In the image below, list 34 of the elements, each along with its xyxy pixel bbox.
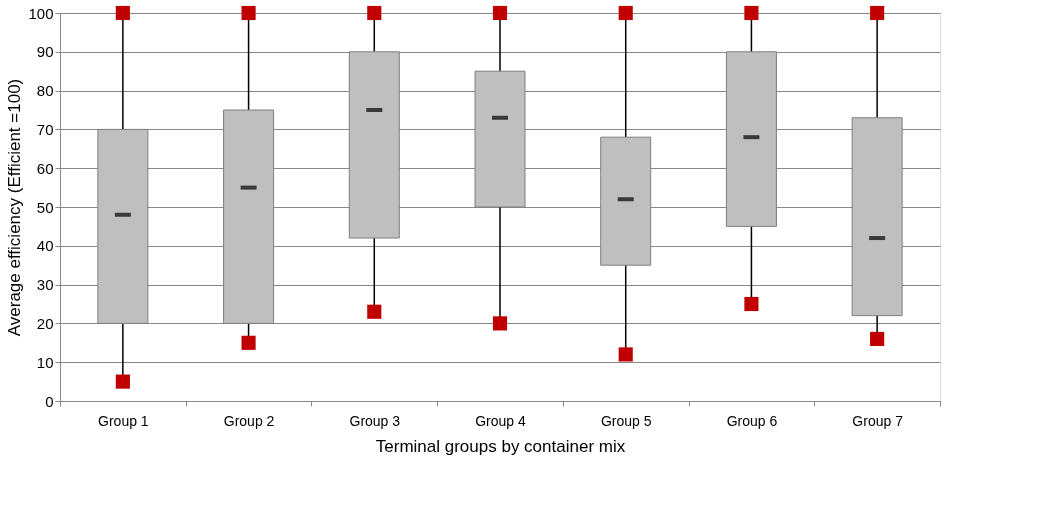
- y-tick-label: 10: [36, 353, 54, 371]
- x-tick-label: Group 3: [349, 412, 401, 429]
- point: [618, 347, 633, 362]
- y-tick-label: 90: [36, 43, 54, 61]
- x-tick-label: Group 6: [726, 412, 778, 429]
- x-tick-label: Group 1: [98, 412, 149, 429]
- x-tick-label: Group 5: [600, 412, 652, 429]
- point: [367, 304, 382, 319]
- y-tick-label: 100: [28, 4, 54, 22]
- x-axis-title: Terminal groups by container mix: [375, 436, 626, 456]
- y-tick-label: 60: [36, 159, 54, 177]
- x-tick-label: Group 2: [223, 412, 275, 429]
- point: [241, 5, 256, 21]
- point: [618, 5, 633, 21]
- point: [870, 331, 885, 346]
- point: [241, 335, 256, 350]
- point: [492, 5, 508, 21]
- point: [492, 316, 508, 331]
- y-tick-label: 70: [36, 120, 54, 138]
- y-tick-label: 30: [36, 276, 54, 294]
- y-tick-label: 50: [36, 198, 54, 216]
- y-tick-label: 0: [45, 392, 54, 410]
- point: [115, 374, 130, 389]
- point: [744, 296, 759, 312]
- x-tick-label: Group 7: [852, 412, 904, 429]
- point: [367, 5, 382, 21]
- x-tick-label: Group 4: [475, 412, 526, 429]
- y-tick-label: 80: [36, 82, 54, 100]
- y-tick-label: 20: [36, 314, 54, 332]
- point: [744, 5, 759, 21]
- y-tick-label: 40: [36, 237, 54, 255]
- point: [870, 5, 885, 21]
- y-axis-title: Average efficiency (Efficient =100): [5, 78, 25, 337]
- point: [115, 5, 130, 21]
